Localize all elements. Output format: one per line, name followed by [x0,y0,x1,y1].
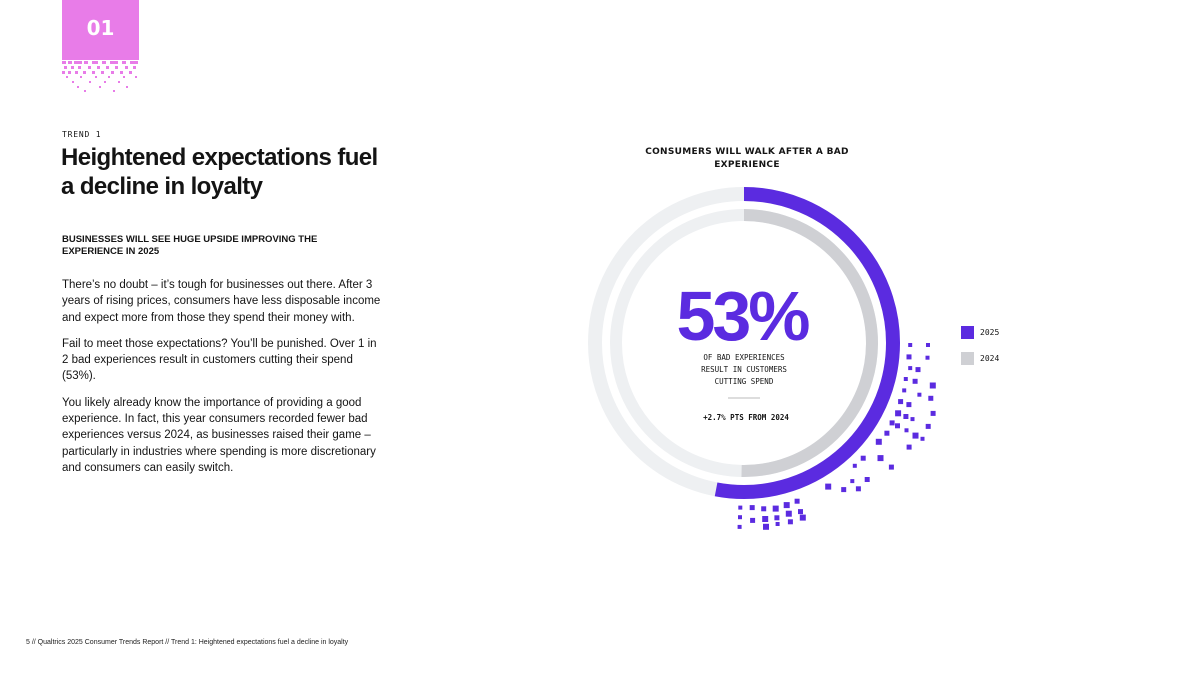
pixel-square [898,399,904,405]
body-paragraph: Fail to meet those expectations? You’ll … [62,337,377,383]
pixel-square [895,410,902,417]
pixel-square [749,505,755,511]
body-paragraph: You likely already know the importance o… [62,396,376,474]
donut-arc-2024 [741,209,878,477]
pixel-square [908,366,913,371]
pixel-square [910,417,915,422]
pixel-square [906,354,912,360]
page-number-badge: 01 [62,0,139,56]
pixel-square [906,402,912,408]
legend-item-2025: 2025 [961,325,999,339]
body-paragraph: There’s no doubt – it’s tough for busine… [62,279,381,324]
pixel-square [785,510,792,517]
pixel-square [841,487,847,493]
legend-label: 2024 [980,353,1000,363]
pixel-square [903,414,909,419]
pixel-square [850,479,855,484]
pixel-trail-decoration [737,343,936,530]
pixel-square [926,343,930,347]
pixel-square [774,515,780,521]
page-footer: 5 // Qualtrics 2025 Consumer Trends Repo… [26,639,349,646]
legend-swatch-2024 [961,351,974,365]
pixel-square [920,436,925,441]
center-label-line: OF BAD EXPERIENCES [703,353,785,362]
chart-legend: 2025 2024 [961,325,999,377]
pixel-square [902,388,907,393]
legend-item-2024: 2024 [961,351,999,365]
pixel-square [762,516,769,522]
pixel-square [889,420,895,426]
legend-label: 2025 [980,327,1000,337]
chart-title: CONSUMERS WILL WALK AFTER A BAD EXPERIEN… [645,147,849,170]
pixel-square [930,410,936,416]
pixel-square [738,515,742,520]
pixel-square [912,432,919,439]
pixel-square [798,509,803,515]
pixel-square [864,477,870,482]
donut-chart: 53% OF BAD EXPERIENCES RESULT IN CUSTOME… [588,187,936,530]
pixel-square [783,502,790,509]
badge-pixel-pattern [62,56,139,92]
pixel-square [799,514,806,521]
pixel-square [794,498,800,504]
pixel-square [908,343,913,347]
pixel-square [888,464,894,470]
pixel-square [738,505,743,510]
pixel-square [917,392,922,397]
center-value: 53% [676,277,809,355]
pixel-square [884,430,890,436]
pixel-square [895,423,900,429]
pixel-square [928,395,934,401]
pixel-square [787,519,793,525]
pixel-square [925,423,931,429]
pixel-square [855,486,861,492]
pixel-square [915,367,921,373]
pixel-square [750,517,756,523]
pixel-square [925,355,930,360]
page-title: Heightened expectations fuel a decline i… [61,144,378,200]
section-subheading: BUSINESSES WILL SEE HUGE UPSIDE IMPROVIN… [62,234,318,257]
pixel-square [904,428,909,433]
pixel-square [875,438,882,445]
trend-eyebrow: TREND 1 [62,130,102,139]
pixel-square [852,463,857,468]
change-label: +2.7% PTS FROM 2024 [703,413,789,422]
body-copy: There’s no doubt – it’s tough for busine… [62,277,384,486]
pixel-square [772,505,779,512]
pixel-square [877,455,884,462]
pixel-square [912,378,918,384]
pixel-square [775,522,780,526]
pixel-square [763,523,769,530]
pixel-square [860,455,866,461]
pixel-square [825,483,832,490]
pixel-square [906,444,912,450]
center-label-line: CUTTING SPEND [715,377,774,386]
legend-swatch-2025 [961,325,974,339]
pixel-square [903,377,908,381]
center-label-line: RESULT IN CUSTOMERS [701,365,787,374]
pixel-square [737,524,742,529]
pixel-square [761,506,767,512]
pixel-square [929,382,936,389]
donut-arc-2025 [714,187,900,499]
